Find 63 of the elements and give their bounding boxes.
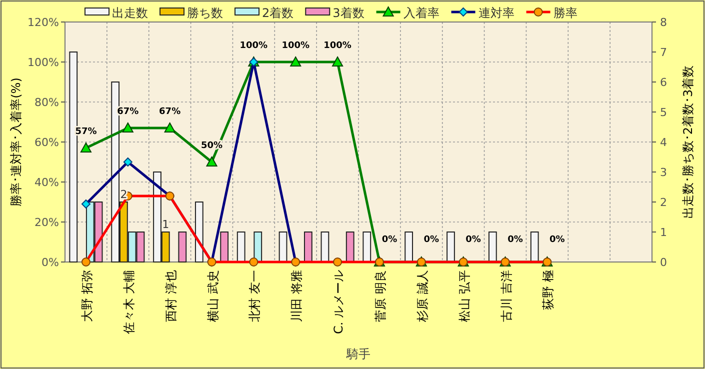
bar — [254, 232, 262, 262]
bar — [362, 232, 372, 262]
legend-label: 出走数 — [112, 6, 148, 20]
y2-axis-title: 出走数･勝ち数･2着数･3着数 — [681, 65, 695, 219]
x-tick-label: 大野 拓弥 — [80, 270, 94, 322]
y-tick-label: 0% — [42, 256, 59, 269]
x-tick-label: 荻野 極 — [541, 270, 556, 310]
x-tick-label: 松山 弘平 — [457, 270, 472, 322]
y2-tick-label: 8 — [660, 16, 667, 29]
legend-label: 連対率 — [478, 6, 514, 20]
bar — [194, 202, 204, 262]
data-label: 100% — [324, 41, 352, 51]
data-label: 0% — [550, 235, 565, 245]
y-tick-label: 120% — [28, 16, 59, 29]
legend-label: 勝率 — [553, 6, 578, 20]
data-label: 100% — [282, 41, 310, 51]
x-tick-label: 川田 将雅 — [290, 270, 304, 322]
y-tick-label: 40% — [34, 176, 59, 189]
x-tick-label: 杉原 誠人 — [415, 270, 430, 323]
bar — [446, 232, 455, 262]
y-tick-label: 100% — [28, 56, 59, 69]
y2-tick-label: 5 — [660, 106, 667, 119]
data-label: 100% — [240, 41, 268, 51]
data-label: 0% — [424, 235, 440, 245]
legend-label: 勝ち数 — [187, 6, 223, 20]
x-tick-label: 菅原 明良 — [373, 270, 388, 322]
legend-label: 3着数 — [332, 6, 364, 20]
y2-tick-label: 0 — [660, 256, 667, 269]
data-label: 0% — [466, 235, 481, 245]
bar — [320, 232, 330, 262]
legend-label: 入着率 — [403, 6, 440, 20]
bar — [404, 232, 414, 262]
bar — [220, 232, 229, 262]
y-axis-title: 勝率･連対率･入着率(%) — [9, 78, 23, 206]
x-axis-title: 騎手 — [346, 347, 370, 361]
data-label: 1 — [162, 218, 170, 231]
x-tick-label: 西村 淳也 — [164, 270, 178, 322]
bar — [178, 232, 187, 262]
bar — [278, 232, 288, 262]
y2-tick-label: 1 — [660, 226, 667, 239]
bar — [346, 232, 354, 262]
y-tick-label: 20% — [34, 216, 59, 229]
y2-tick-label: 4 — [660, 136, 667, 149]
y-tick-label: 80% — [34, 96, 59, 109]
bar — [236, 232, 246, 262]
y2-tick-label: 7 — [660, 46, 667, 59]
x-tick-label: C. ルメール — [332, 270, 346, 334]
x-tick-label: 横山 武史 — [206, 270, 220, 322]
data-label: 0% — [508, 235, 523, 245]
y2-tick-label: 3 — [660, 166, 667, 179]
y2-tick-label: 6 — [660, 76, 667, 89]
y2-tick-label: 2 — [660, 196, 667, 209]
data-label: 67% — [159, 107, 181, 117]
bar — [69, 52, 78, 262]
bar — [530, 232, 539, 262]
data-label: 0% — [382, 235, 398, 245]
x-tick-label: 古川 吉洋 — [499, 270, 514, 322]
bar — [304, 232, 312, 262]
bar — [488, 232, 497, 262]
y-tick-label: 60% — [34, 136, 59, 149]
legend-label: 2着数 — [262, 6, 294, 20]
x-tick-label: 佐々木 大輔 — [122, 270, 136, 334]
x-tick-label: 北村 友一 — [248, 270, 262, 322]
